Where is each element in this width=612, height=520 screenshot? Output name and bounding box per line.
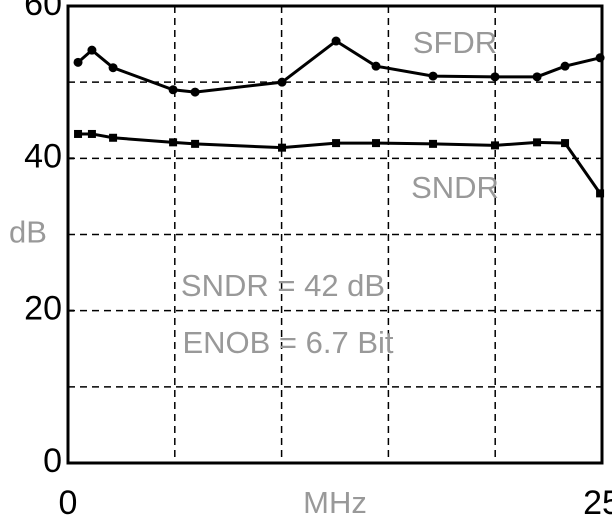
y-tick-label: 60 [24, 0, 62, 23]
point [74, 129, 83, 138]
point [277, 77, 287, 87]
y-axis-label: dB [9, 215, 47, 250]
point [191, 139, 200, 148]
y-tick-label: 0 [43, 442, 62, 480]
point [595, 53, 605, 63]
point [429, 139, 438, 148]
point [190, 87, 200, 97]
x-axis-label: MHz [303, 485, 367, 520]
point [109, 133, 118, 142]
point [532, 72, 542, 82]
point [490, 72, 500, 82]
point [73, 57, 83, 67]
point [490, 141, 499, 150]
plot-frame [66, 4, 604, 465]
point [331, 36, 341, 46]
series-label: SFDR [413, 25, 497, 60]
point [561, 139, 570, 148]
x-tick-label: 25 [583, 484, 612, 520]
annotation: SNDR = 42 dB [181, 268, 385, 303]
annotation: ENOB = 6.7 Bit [182, 325, 393, 360]
point [168, 85, 178, 95]
point [533, 138, 542, 147]
point [596, 189, 605, 198]
y-tick-label: 20 [24, 290, 62, 328]
point [332, 139, 341, 148]
y-tick-label: 40 [24, 137, 62, 175]
x-tick-label: 0 [59, 484, 78, 520]
point [371, 61, 381, 71]
series-line [77, 39, 601, 94]
point [278, 143, 287, 152]
point [87, 45, 97, 55]
point [428, 71, 438, 81]
series-label: SNDR [411, 170, 499, 205]
point [560, 61, 570, 71]
point [87, 129, 96, 138]
point [372, 139, 381, 148]
point [108, 63, 118, 73]
point [169, 138, 178, 147]
